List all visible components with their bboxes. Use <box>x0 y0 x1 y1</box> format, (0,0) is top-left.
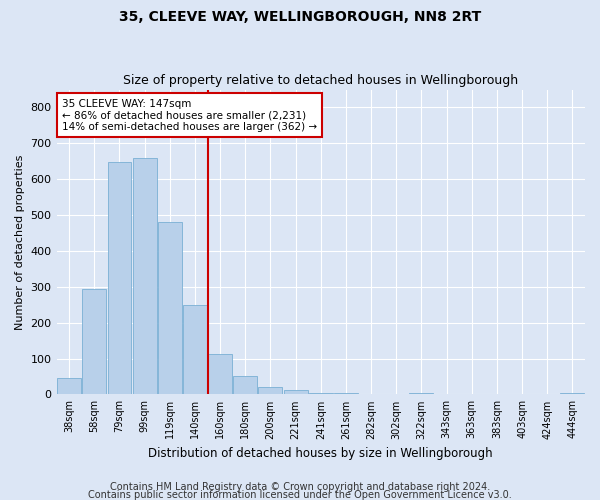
Text: Contains HM Land Registry data © Crown copyright and database right 2024.: Contains HM Land Registry data © Crown c… <box>110 482 490 492</box>
Bar <box>107 162 131 394</box>
Text: Contains public sector information licensed under the Open Government Licence v3: Contains public sector information licen… <box>88 490 512 500</box>
Bar <box>284 390 308 394</box>
Bar <box>183 306 207 394</box>
Y-axis label: Number of detached properties: Number of detached properties <box>15 154 25 330</box>
Bar <box>409 392 433 394</box>
Bar <box>233 376 257 394</box>
Bar <box>82 288 106 395</box>
X-axis label: Distribution of detached houses by size in Wellingborough: Distribution of detached houses by size … <box>148 447 493 460</box>
Bar <box>158 222 182 394</box>
Text: 35 CLEEVE WAY: 147sqm
← 86% of detached houses are smaller (2,231)
14% of semi-d: 35 CLEEVE WAY: 147sqm ← 86% of detached … <box>62 98 317 132</box>
Text: 35, CLEEVE WAY, WELLINGBOROUGH, NN8 2RT: 35, CLEEVE WAY, WELLINGBOROUGH, NN8 2RT <box>119 10 481 24</box>
Bar <box>560 392 584 394</box>
Bar <box>57 378 81 394</box>
Bar <box>309 392 333 394</box>
Bar <box>208 354 232 395</box>
Bar <box>259 388 283 394</box>
Title: Size of property relative to detached houses in Wellingborough: Size of property relative to detached ho… <box>123 74 518 87</box>
Bar <box>133 158 157 394</box>
